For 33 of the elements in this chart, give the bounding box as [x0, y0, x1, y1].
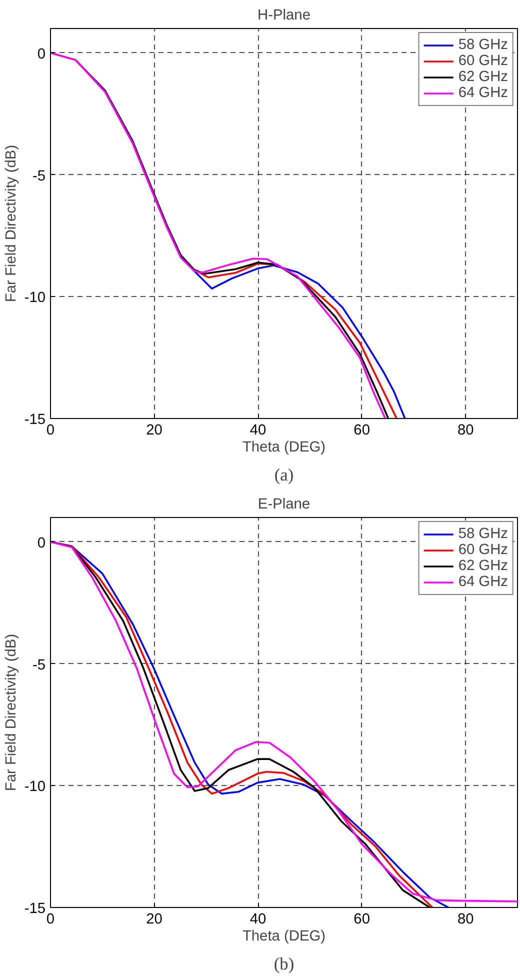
- text: (b): [274, 954, 294, 974]
- text: (a): [274, 466, 294, 484]
- x-tick-label: 60: [354, 422, 370, 438]
- y-tick-label: -15: [24, 901, 46, 917]
- x-tick-label: 20: [146, 422, 162, 438]
- x-axis-title: Theta (DEG): [242, 928, 326, 944]
- y-tick-label: -5: [32, 168, 46, 184]
- y-tick-label: -15: [24, 412, 46, 428]
- legend-label: 60 GHz: [458, 542, 508, 558]
- y-tick-label: 0: [37, 46, 46, 62]
- x-tick-label: 40: [250, 422, 266, 438]
- y-tick-label: -10: [24, 290, 46, 306]
- chart-title: E-Plane: [258, 496, 310, 512]
- legend-label: 64 GHz: [458, 85, 508, 101]
- chart-title: H-Plane: [258, 8, 310, 24]
- y-axis-title: Far Field Directivity (dB): [3, 634, 20, 792]
- legend-label: 58 GHz: [458, 37, 508, 53]
- x-axis-title: Theta (DEG): [242, 440, 326, 456]
- legend-label: 64 GHz: [458, 574, 508, 590]
- legend-label: 60 GHz: [458, 53, 508, 69]
- x-tick-label: 80: [457, 422, 474, 438]
- x-tick-label: 20: [146, 912, 162, 928]
- legend-label: 62 GHz: [458, 69, 508, 85]
- legend-label: 58 GHz: [458, 526, 508, 542]
- x-tick-label: 40: [250, 912, 266, 928]
- y-tick-label: -5: [32, 657, 46, 674]
- x-tick-label: 80: [457, 912, 474, 928]
- legend-label: 62 GHz: [458, 558, 508, 574]
- x-tick-label: 60: [354, 912, 370, 928]
- y-tick-label: -10: [24, 779, 46, 796]
- line-series: [50, 540, 518, 902]
- y-axis-title: Far Field Directivity (dB): [3, 144, 20, 302]
- y-tick-label: 0: [37, 535, 46, 552]
